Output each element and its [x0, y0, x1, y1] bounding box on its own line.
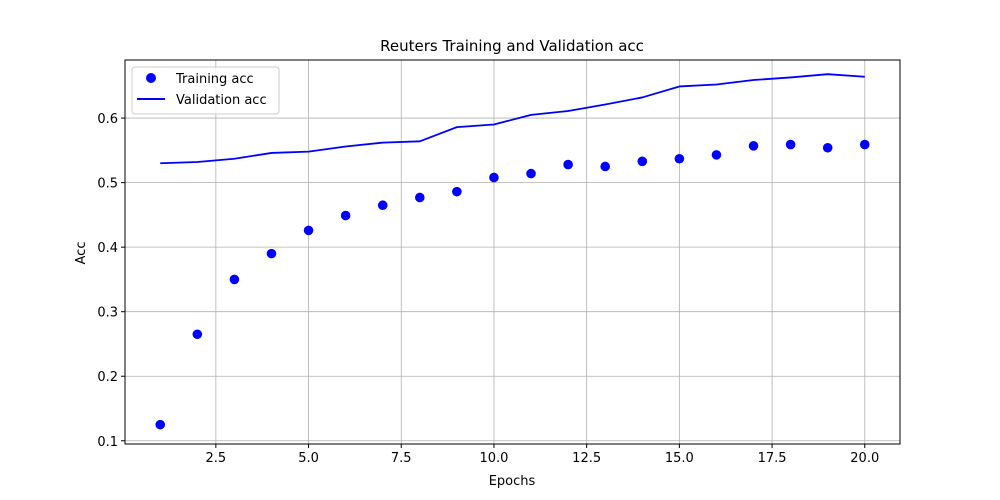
training-acc-point	[155, 419, 166, 430]
training-acc-point	[600, 161, 611, 172]
training-acc-point	[377, 200, 388, 211]
legend-marker-training	[146, 73, 156, 83]
training-acc-point	[748, 141, 759, 151]
x-tick-label: 10.0	[479, 451, 508, 466]
training-acc-point	[563, 159, 573, 170]
y-tick-label: 0.2	[97, 370, 118, 385]
y-axis: 0.1 0.2 0.3 0.4 0.5 0.6	[97, 112, 125, 450]
chart-title: Reuters Training and Validation acc	[380, 37, 644, 55]
x-axis-label: Epochs	[489, 474, 536, 489]
training-acc-point	[266, 248, 277, 259]
x-tick-label: 17.5	[758, 451, 787, 466]
legend-box	[131, 66, 280, 115]
plot-area	[155, 73, 870, 430]
y-axis-label: Acc	[74, 242, 89, 265]
plot-frame	[124, 59, 901, 445]
y-tick-label: 0.1	[97, 435, 118, 450]
legend: Training acc Validation acc	[131, 66, 280, 115]
training-acc-point	[489, 172, 499, 183]
x-tick-label: 2.5	[206, 451, 227, 466]
x-axis: 2.5 5.0 7.5 10.0 12.5 15.0 17.5 20.0	[206, 444, 879, 466]
training-acc-point	[192, 329, 203, 340]
x-tick-label: 20.0	[850, 451, 879, 466]
training-acc-point	[303, 225, 314, 236]
grid	[125, 60, 900, 444]
training-acc-point	[340, 210, 351, 221]
x-tick-label: 7.5	[391, 451, 412, 466]
validation-acc-line	[160, 73, 865, 165]
training-acc-point	[452, 186, 462, 197]
legend-label-validation: Validation acc	[176, 93, 267, 108]
y-tick-label: 0.6	[97, 112, 118, 127]
x-tick-label: 15.0	[665, 451, 694, 466]
training-acc-point	[414, 192, 425, 203]
training-acc-point	[229, 274, 240, 285]
y-tick-label: 0.4	[97, 241, 118, 256]
training-acc-point	[674, 153, 685, 164]
training-acc-point	[859, 139, 870, 150]
training-acc-point	[785, 139, 796, 150]
legend-label-training: Training acc	[175, 72, 254, 87]
training-acc-point	[637, 156, 648, 167]
y-tick-label: 0.5	[97, 177, 118, 192]
x-tick-label: 12.5	[572, 451, 601, 466]
x-tick-label: 5.0	[298, 451, 319, 466]
training-acc-point	[526, 168, 536, 179]
y-tick-label: 0.3	[97, 306, 118, 321]
training-acc-point	[711, 150, 722, 160]
training-acc-point	[822, 142, 833, 153]
